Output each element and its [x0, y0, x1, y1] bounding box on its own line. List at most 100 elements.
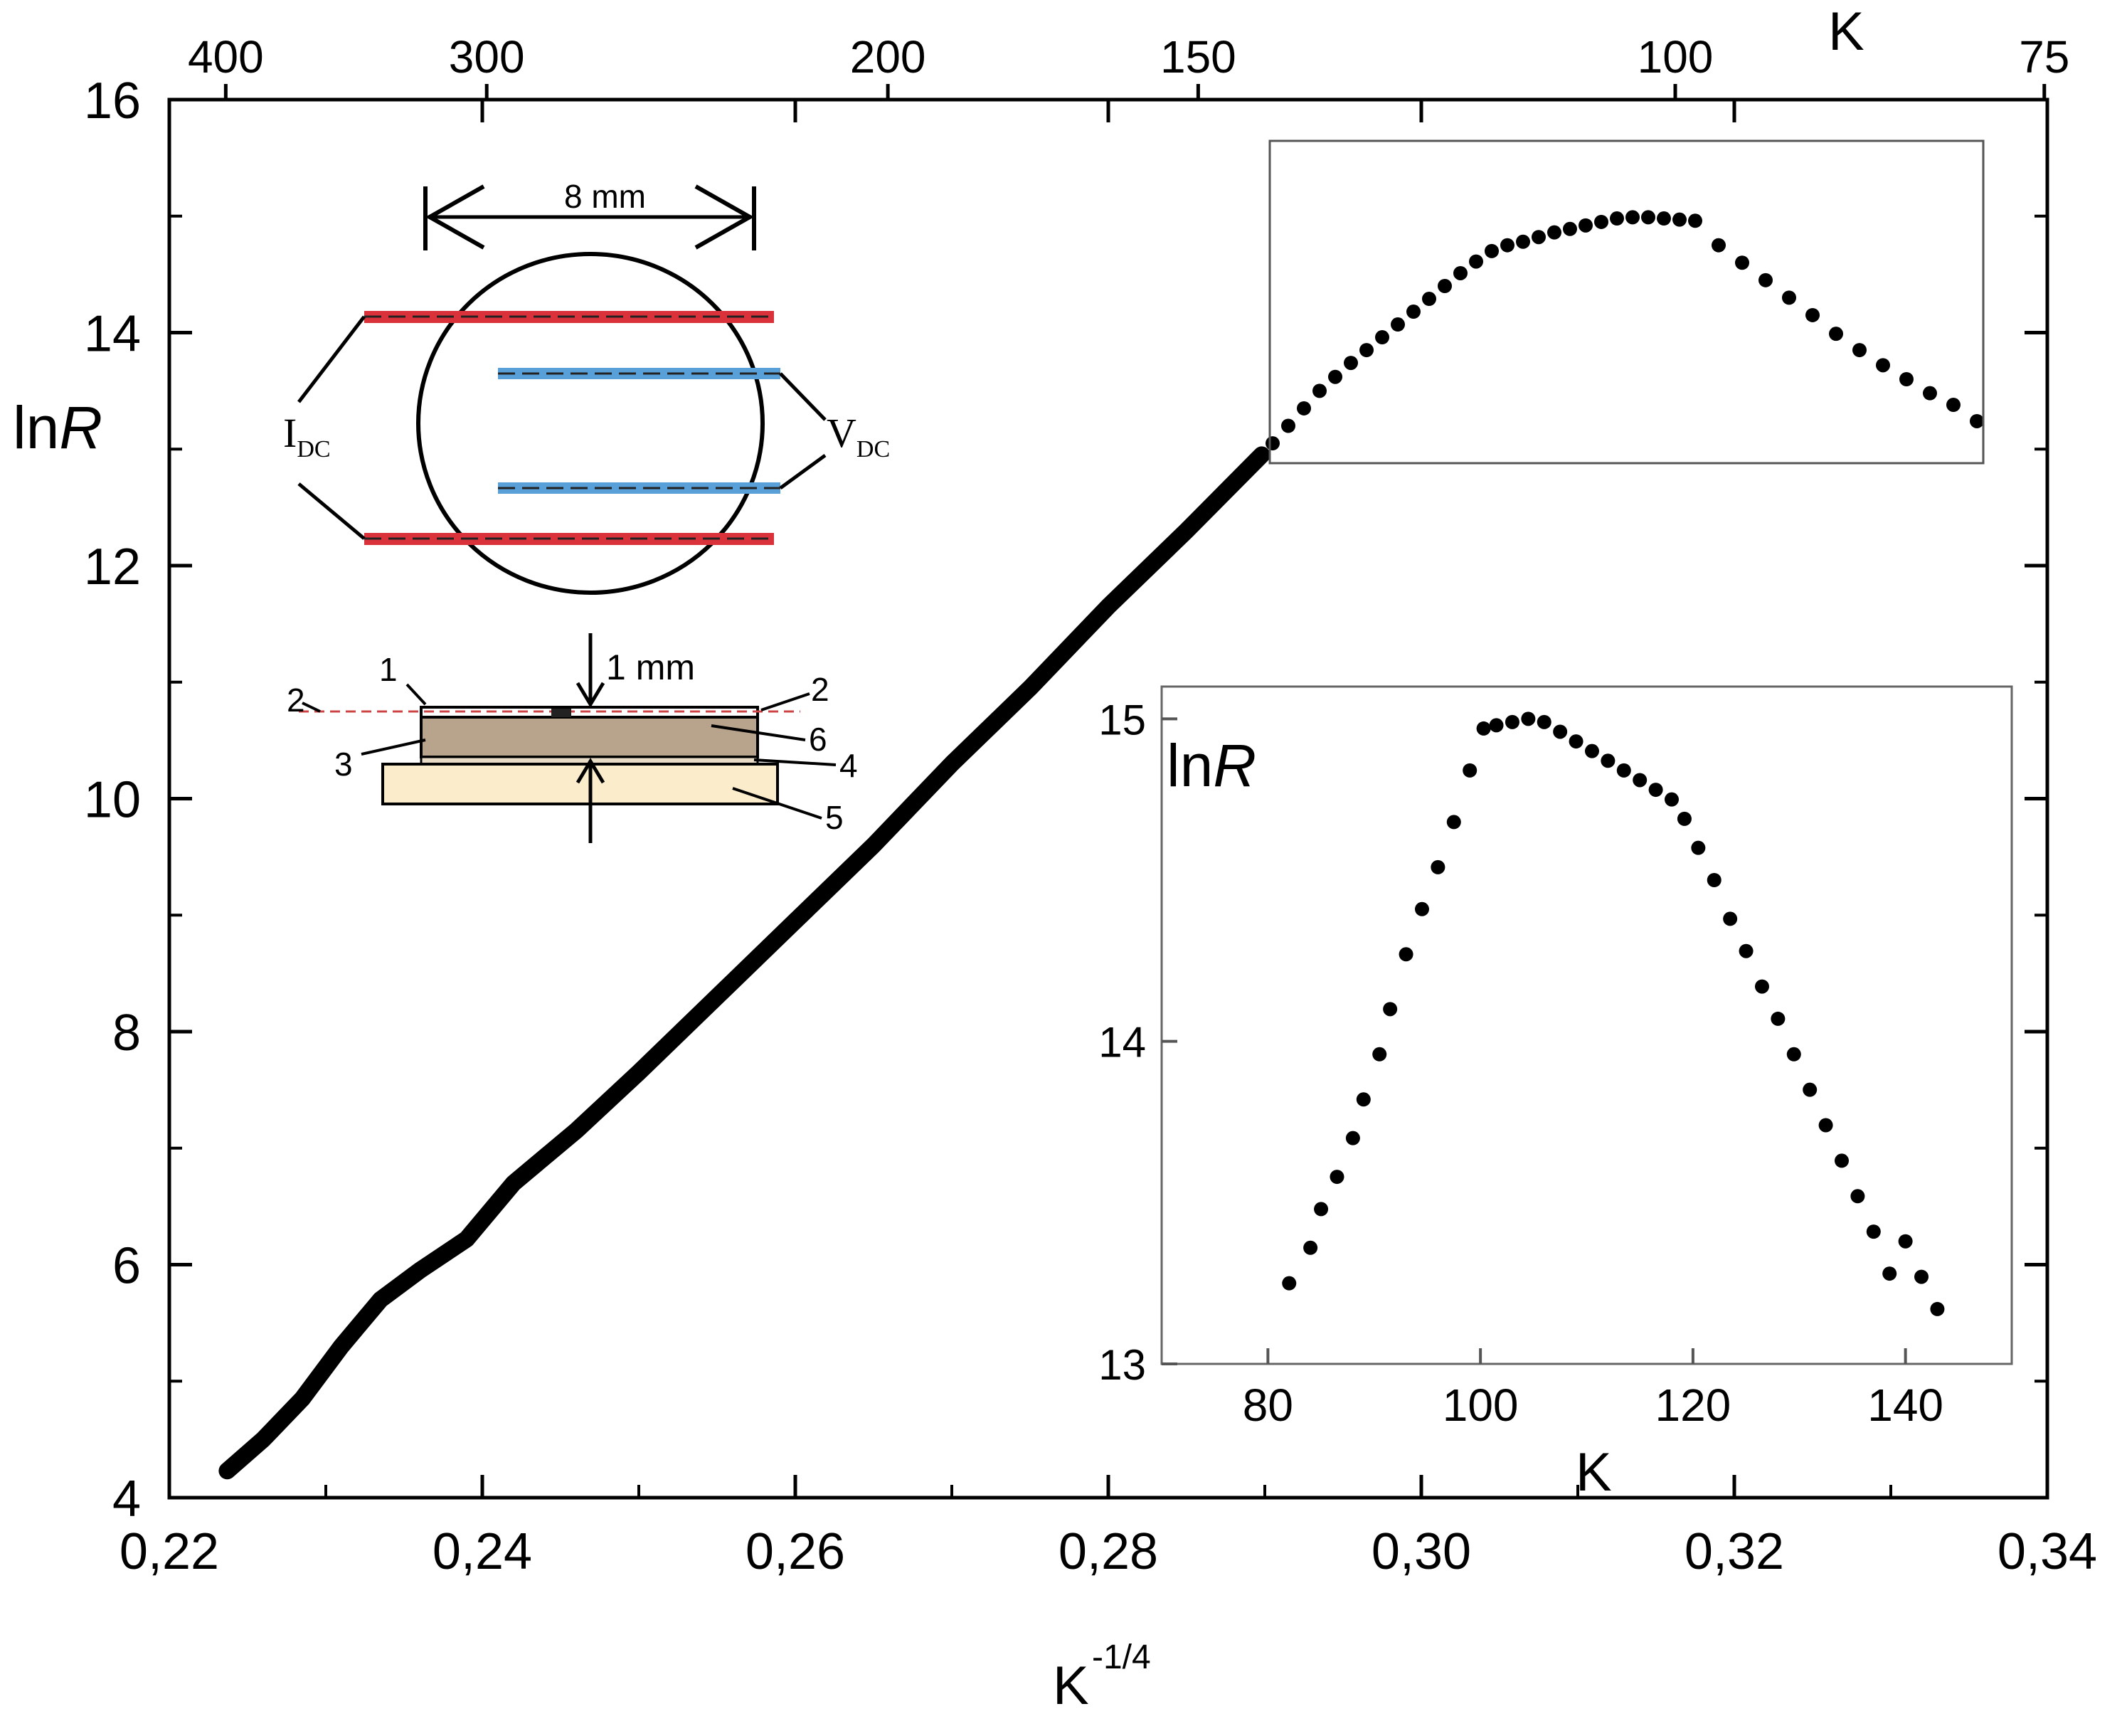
inset-data-point — [1648, 783, 1663, 798]
main-data-point — [1344, 356, 1358, 371]
main-data-point — [1758, 272, 1773, 287]
inset-data-point — [1786, 1047, 1801, 1062]
inset-data-point — [1414, 901, 1429, 916]
main-data-point — [1359, 343, 1374, 358]
inset-data-point — [1665, 792, 1679, 807]
inset-data-point — [1882, 1266, 1897, 1281]
layer-leader-1 — [405, 683, 427, 706]
main-data-point — [1641, 210, 1655, 225]
y-tick-label: 12 — [84, 539, 141, 596]
inset-data-point — [1691, 840, 1706, 855]
main-data-point — [1453, 265, 1468, 280]
layer-label-2-left: 2 — [287, 682, 305, 719]
inset-data-point — [1521, 711, 1536, 726]
x-tick-label: 0,24 — [433, 1523, 532, 1580]
thickness-label: 1 mm — [606, 647, 695, 687]
layer-leader-2-right — [760, 692, 810, 711]
inset-data-point — [1345, 1131, 1360, 1145]
main-data-point — [1594, 214, 1608, 229]
main-data-point — [1946, 398, 1961, 413]
inset-data-point — [1803, 1082, 1818, 1097]
inset-data-point — [1303, 1240, 1318, 1255]
main-data-point — [1579, 218, 1593, 233]
main-data-point — [1805, 307, 1820, 322]
main-data-point — [1297, 401, 1311, 416]
inset-data-point — [1356, 1092, 1371, 1107]
thickness-arrow-top-head — [575, 682, 605, 708]
main-data-point — [1266, 436, 1280, 451]
inset-data-point — [1330, 1170, 1344, 1185]
inset-data-point — [1383, 1002, 1398, 1017]
main-data-point — [1391, 317, 1405, 332]
main-data-point — [1712, 238, 1726, 253]
main-data-point — [1563, 221, 1577, 236]
inset-plot-background — [1162, 687, 2012, 1364]
width-dim-arrow-right — [694, 184, 755, 250]
inset-y-axis-title: lnR — [1167, 732, 1256, 799]
main-data-point — [1281, 418, 1295, 433]
top-tick-label: 300 — [449, 31, 525, 83]
main-data-point — [1469, 254, 1483, 269]
zoom-region-box — [1268, 139, 1985, 465]
inset-x-ticks: 80 100 120 140 — [1243, 1348, 1943, 1431]
layer-label-4: 4 — [839, 747, 858, 784]
inset-y-axis-title-r: R — [1213, 732, 1256, 799]
inset-data-point — [1818, 1118, 1833, 1133]
top-tick-label: 150 — [1160, 31, 1236, 83]
y-tick-label: 14 — [84, 306, 141, 363]
main-data-point — [1657, 211, 1671, 226]
main-data-point — [1375, 330, 1389, 345]
inset-data-point — [1372, 1047, 1387, 1062]
top-axis-title: K — [1828, 1, 1864, 62]
inset-data-point — [1601, 753, 1616, 768]
main-data-point — [1625, 210, 1640, 225]
top-axis-ticks: 400 300 200 150 100 75 — [188, 31, 2069, 100]
main-data-point — [1782, 290, 1796, 305]
main-data-point — [1876, 358, 1890, 373]
layer-label-3: 3 — [334, 746, 353, 783]
inset-data-point — [1677, 811, 1692, 826]
main-data-point — [1735, 255, 1749, 270]
inset-data-point — [1835, 1153, 1849, 1168]
main-data-curve — [218, 446, 1270, 1480]
inset-data-point — [1930, 1301, 1945, 1316]
main-data-point — [1422, 292, 1436, 307]
inset-data-point — [1553, 724, 1568, 739]
cross-section-contact-pad — [551, 709, 571, 717]
inset-data-point — [1771, 1011, 1786, 1026]
main-data-point — [1406, 305, 1421, 319]
x-tick-label: 0,34 — [1998, 1523, 2097, 1580]
main-data-point — [1485, 243, 1499, 258]
main-data-point — [1688, 213, 1702, 228]
inset-x-axis-title: K — [1576, 1442, 1612, 1503]
main-data-point — [1516, 234, 1530, 249]
layer-label-6: 6 — [809, 721, 827, 758]
main-data-point — [1610, 211, 1624, 226]
layer-label-1: 1 — [379, 651, 398, 688]
inset-data-point — [1898, 1234, 1913, 1249]
inset-x-tick-label: 140 — [1867, 1380, 1943, 1431]
current-label: IDC — [283, 410, 331, 462]
main-data-points — [1266, 210, 1984, 451]
inset-data-point — [1463, 763, 1478, 778]
main-data-point — [1438, 279, 1452, 293]
inset-data-point — [1914, 1269, 1929, 1284]
inset-x-tick-label: 120 — [1655, 1380, 1731, 1431]
cross-section-substrate — [381, 763, 779, 805]
layer-leader-4 — [753, 758, 837, 766]
inset-data-point — [1584, 743, 1599, 758]
voltage-electrode-bottom — [498, 482, 780, 494]
inset-data-point — [1431, 859, 1445, 874]
top-tick-label: 75 — [2019, 31, 2069, 83]
y-tick-label: 16 — [84, 73, 141, 129]
electrode-schematic: 8 mm IDC VDC — [283, 178, 890, 843]
cross-section-sample-layer — [420, 716, 759, 758]
inset-data-point — [1723, 911, 1738, 926]
main-x-ticks: 0,22 0,24 0,26 0,28 0,30 0,32 0,34 — [120, 100, 2097, 1580]
inset-data-point — [1616, 763, 1631, 778]
inset-data-point — [1707, 873, 1722, 887]
layer-leader-6 — [711, 724, 806, 741]
inset-data-point — [1633, 773, 1648, 788]
